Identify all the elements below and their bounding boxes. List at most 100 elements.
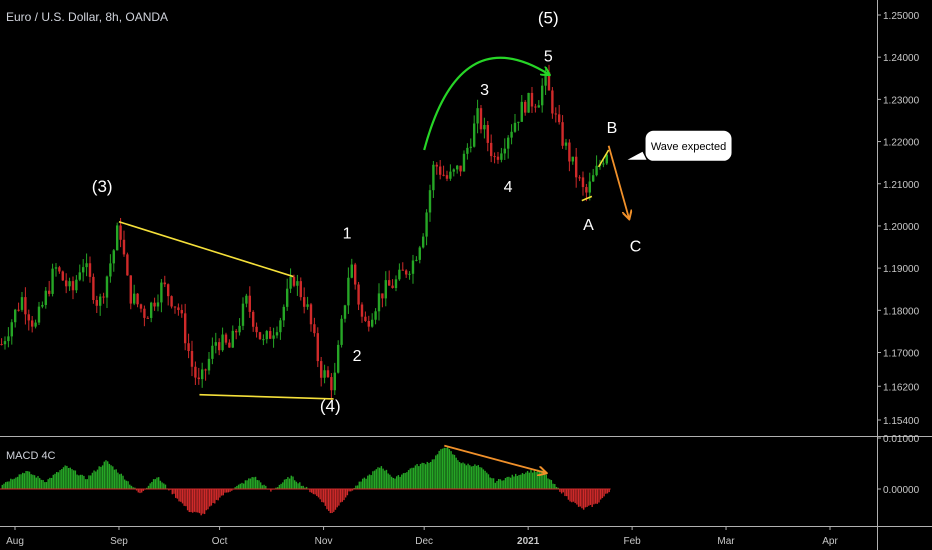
candle-body <box>588 181 591 193</box>
macd-bar <box>276 487 279 489</box>
candle-body <box>336 344 340 373</box>
macd-bar <box>229 489 231 492</box>
macd-bar <box>183 489 185 506</box>
candle-body <box>204 369 207 371</box>
trendline[interactable] <box>581 195 593 202</box>
candle-body <box>483 125 486 130</box>
candle-body <box>493 156 496 158</box>
macd-bar <box>480 467 483 489</box>
trendline[interactable] <box>118 220 294 278</box>
macd-bar <box>237 484 240 489</box>
macd-bar <box>42 479 44 489</box>
macd-bar <box>404 472 406 489</box>
candle-body <box>530 92 534 107</box>
candle-body <box>578 177 581 179</box>
macd-bar <box>251 477 253 489</box>
candle-body <box>119 225 122 240</box>
macd-bar <box>589 489 592 505</box>
macd-bar <box>130 485 133 489</box>
candle-body <box>13 309 17 323</box>
macd-bar <box>436 454 439 489</box>
macd-bar <box>457 460 459 489</box>
macd-bar <box>13 478 15 489</box>
macd-divergence-arrow[interactable] <box>444 444 545 473</box>
macd-bar <box>79 474 82 489</box>
macd-bar <box>319 489 321 500</box>
candle-body <box>510 131 513 138</box>
price-tick-label: 1.19000 <box>883 264 920 275</box>
macd-bar <box>537 469 539 489</box>
candle-body <box>377 293 381 312</box>
macd-bar <box>363 477 366 489</box>
candle-body <box>316 333 319 362</box>
macd-bar <box>89 475 92 489</box>
candle-body <box>102 296 105 298</box>
macd-bar <box>445 447 447 489</box>
macd-bar <box>339 489 342 503</box>
price-tick-label: 1.22000 <box>883 138 920 149</box>
candle-body <box>513 122 517 132</box>
candle-body <box>258 332 262 340</box>
macd-bar <box>159 480 162 489</box>
macd-bar <box>482 469 485 489</box>
callout-pointer <box>627 151 647 160</box>
price-tick-label: 1.18000 <box>883 306 920 317</box>
candle-body <box>517 121 520 123</box>
macd-bar <box>84 479 87 489</box>
candle-body <box>323 370 326 378</box>
macd-bar <box>157 477 160 489</box>
macd-bar <box>120 473 122 489</box>
macd-bar <box>329 489 332 514</box>
candle-body <box>115 225 119 251</box>
macd-bar <box>173 489 175 494</box>
macd-bar <box>117 472 119 489</box>
candle-body <box>187 343 190 352</box>
candle-body <box>146 317 149 319</box>
macd-bar <box>103 461 105 489</box>
candle-body <box>435 164 438 167</box>
macd-bar <box>203 489 206 515</box>
candle-body <box>340 318 343 345</box>
macd-bar <box>593 489 595 505</box>
candle-body <box>245 295 248 304</box>
candle-body <box>234 330 238 333</box>
macd-bar <box>115 469 117 489</box>
macd-bar <box>501 480 503 489</box>
time-tick-label: Sep <box>110 536 128 547</box>
macd-bar <box>181 489 184 504</box>
macd-bar <box>28 471 31 489</box>
macd-bar <box>178 489 180 502</box>
macd-bar <box>83 475 85 489</box>
macd-bar <box>350 489 352 492</box>
macd-bar <box>365 478 367 489</box>
macd-bar <box>176 489 179 499</box>
macd-bar <box>496 480 498 489</box>
macd-bar <box>225 489 228 493</box>
macd-bar <box>220 489 223 496</box>
macd-bar <box>134 487 136 489</box>
macd-bar <box>275 487 277 489</box>
macd-bar <box>305 486 308 489</box>
orange-arrow[interactable] <box>607 145 629 218</box>
candle-body <box>98 296 102 306</box>
macd-bar <box>535 472 537 489</box>
macd-bar <box>443 447 445 489</box>
candle-body <box>272 335 275 339</box>
trendline[interactable] <box>199 393 334 400</box>
macd-bar <box>200 489 202 516</box>
macd-bar <box>44 482 46 489</box>
macd-bar <box>516 475 519 489</box>
macd-bar <box>101 465 104 489</box>
macd-bar <box>446 447 449 489</box>
candle-body <box>479 108 483 130</box>
trendline[interactable] <box>597 149 610 168</box>
callout-box[interactable] <box>645 130 732 161</box>
candle-body <box>149 302 153 318</box>
green-arrow[interactable] <box>423 56 548 151</box>
macd-bar <box>375 469 377 489</box>
macd-bar <box>426 461 428 489</box>
candle-body <box>472 123 476 147</box>
wave-label: A <box>583 217 594 234</box>
macd-bar <box>127 481 129 489</box>
